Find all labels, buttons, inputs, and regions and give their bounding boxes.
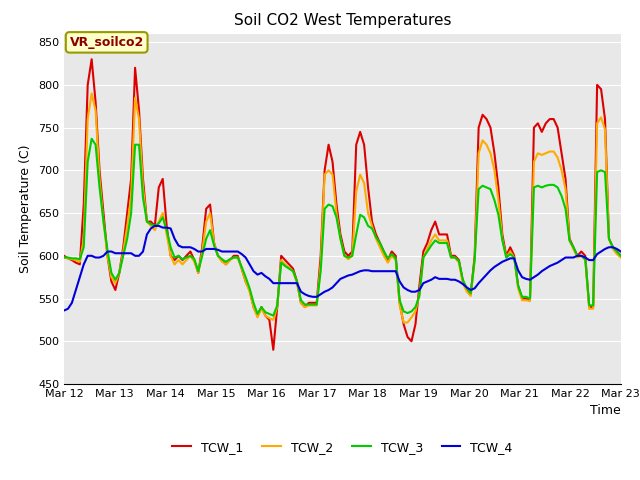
TCW_1 — [234, 253, 241, 259]
TCW_3 — [562, 206, 570, 212]
Title: Soil CO2 West Temperatures: Soil CO2 West Temperatures — [234, 13, 451, 28]
TCW_1 — [60, 253, 68, 259]
TCW_2 — [333, 210, 340, 216]
TCW_2 — [88, 91, 95, 96]
TCW_2 — [562, 186, 570, 192]
TCW_2 — [60, 254, 68, 260]
TCW_2 — [234, 254, 241, 260]
TCW_1 — [431, 219, 439, 225]
TCW_4 — [60, 308, 68, 313]
TCW_3 — [419, 254, 427, 260]
TCW_3 — [431, 238, 439, 243]
TCW_2 — [356, 172, 364, 178]
TCW_3 — [360, 215, 368, 220]
TCW_1 — [419, 249, 427, 254]
TCW_2 — [617, 254, 625, 260]
TCW_1 — [562, 176, 570, 182]
TCW_2 — [431, 231, 439, 237]
TCW_3 — [88, 136, 95, 142]
TCW_2 — [419, 254, 427, 260]
Line: TCW_1: TCW_1 — [64, 59, 621, 350]
TCW_3 — [617, 253, 625, 259]
TCW_1 — [337, 231, 344, 237]
Line: TCW_2: TCW_2 — [64, 94, 621, 323]
TCW_4 — [151, 223, 159, 229]
Y-axis label: Soil Temperature (C): Soil Temperature (C) — [19, 144, 33, 273]
TCW_4 — [234, 249, 241, 254]
TCW_3 — [60, 254, 68, 260]
TCW_1 — [269, 347, 277, 353]
Text: VR_soilco2: VR_soilco2 — [70, 36, 144, 49]
TCW_4 — [428, 277, 435, 283]
TCW_4 — [557, 257, 565, 263]
TCW_2 — [400, 320, 408, 325]
Legend: TCW_1, TCW_2, TCW_3, TCW_4: TCW_1, TCW_2, TCW_3, TCW_4 — [167, 436, 518, 459]
TCW_4 — [415, 287, 423, 293]
TCW_1 — [360, 142, 368, 147]
X-axis label: Time: Time — [590, 405, 621, 418]
TCW_4 — [333, 280, 340, 286]
TCW_3 — [337, 236, 344, 241]
TCW_1 — [617, 253, 625, 259]
TCW_4 — [617, 249, 625, 254]
TCW_4 — [356, 268, 364, 274]
Line: TCW_4: TCW_4 — [64, 226, 621, 311]
TCW_3 — [269, 313, 277, 319]
Line: TCW_3: TCW_3 — [64, 139, 621, 316]
TCW_3 — [234, 254, 241, 260]
TCW_1 — [88, 56, 95, 62]
